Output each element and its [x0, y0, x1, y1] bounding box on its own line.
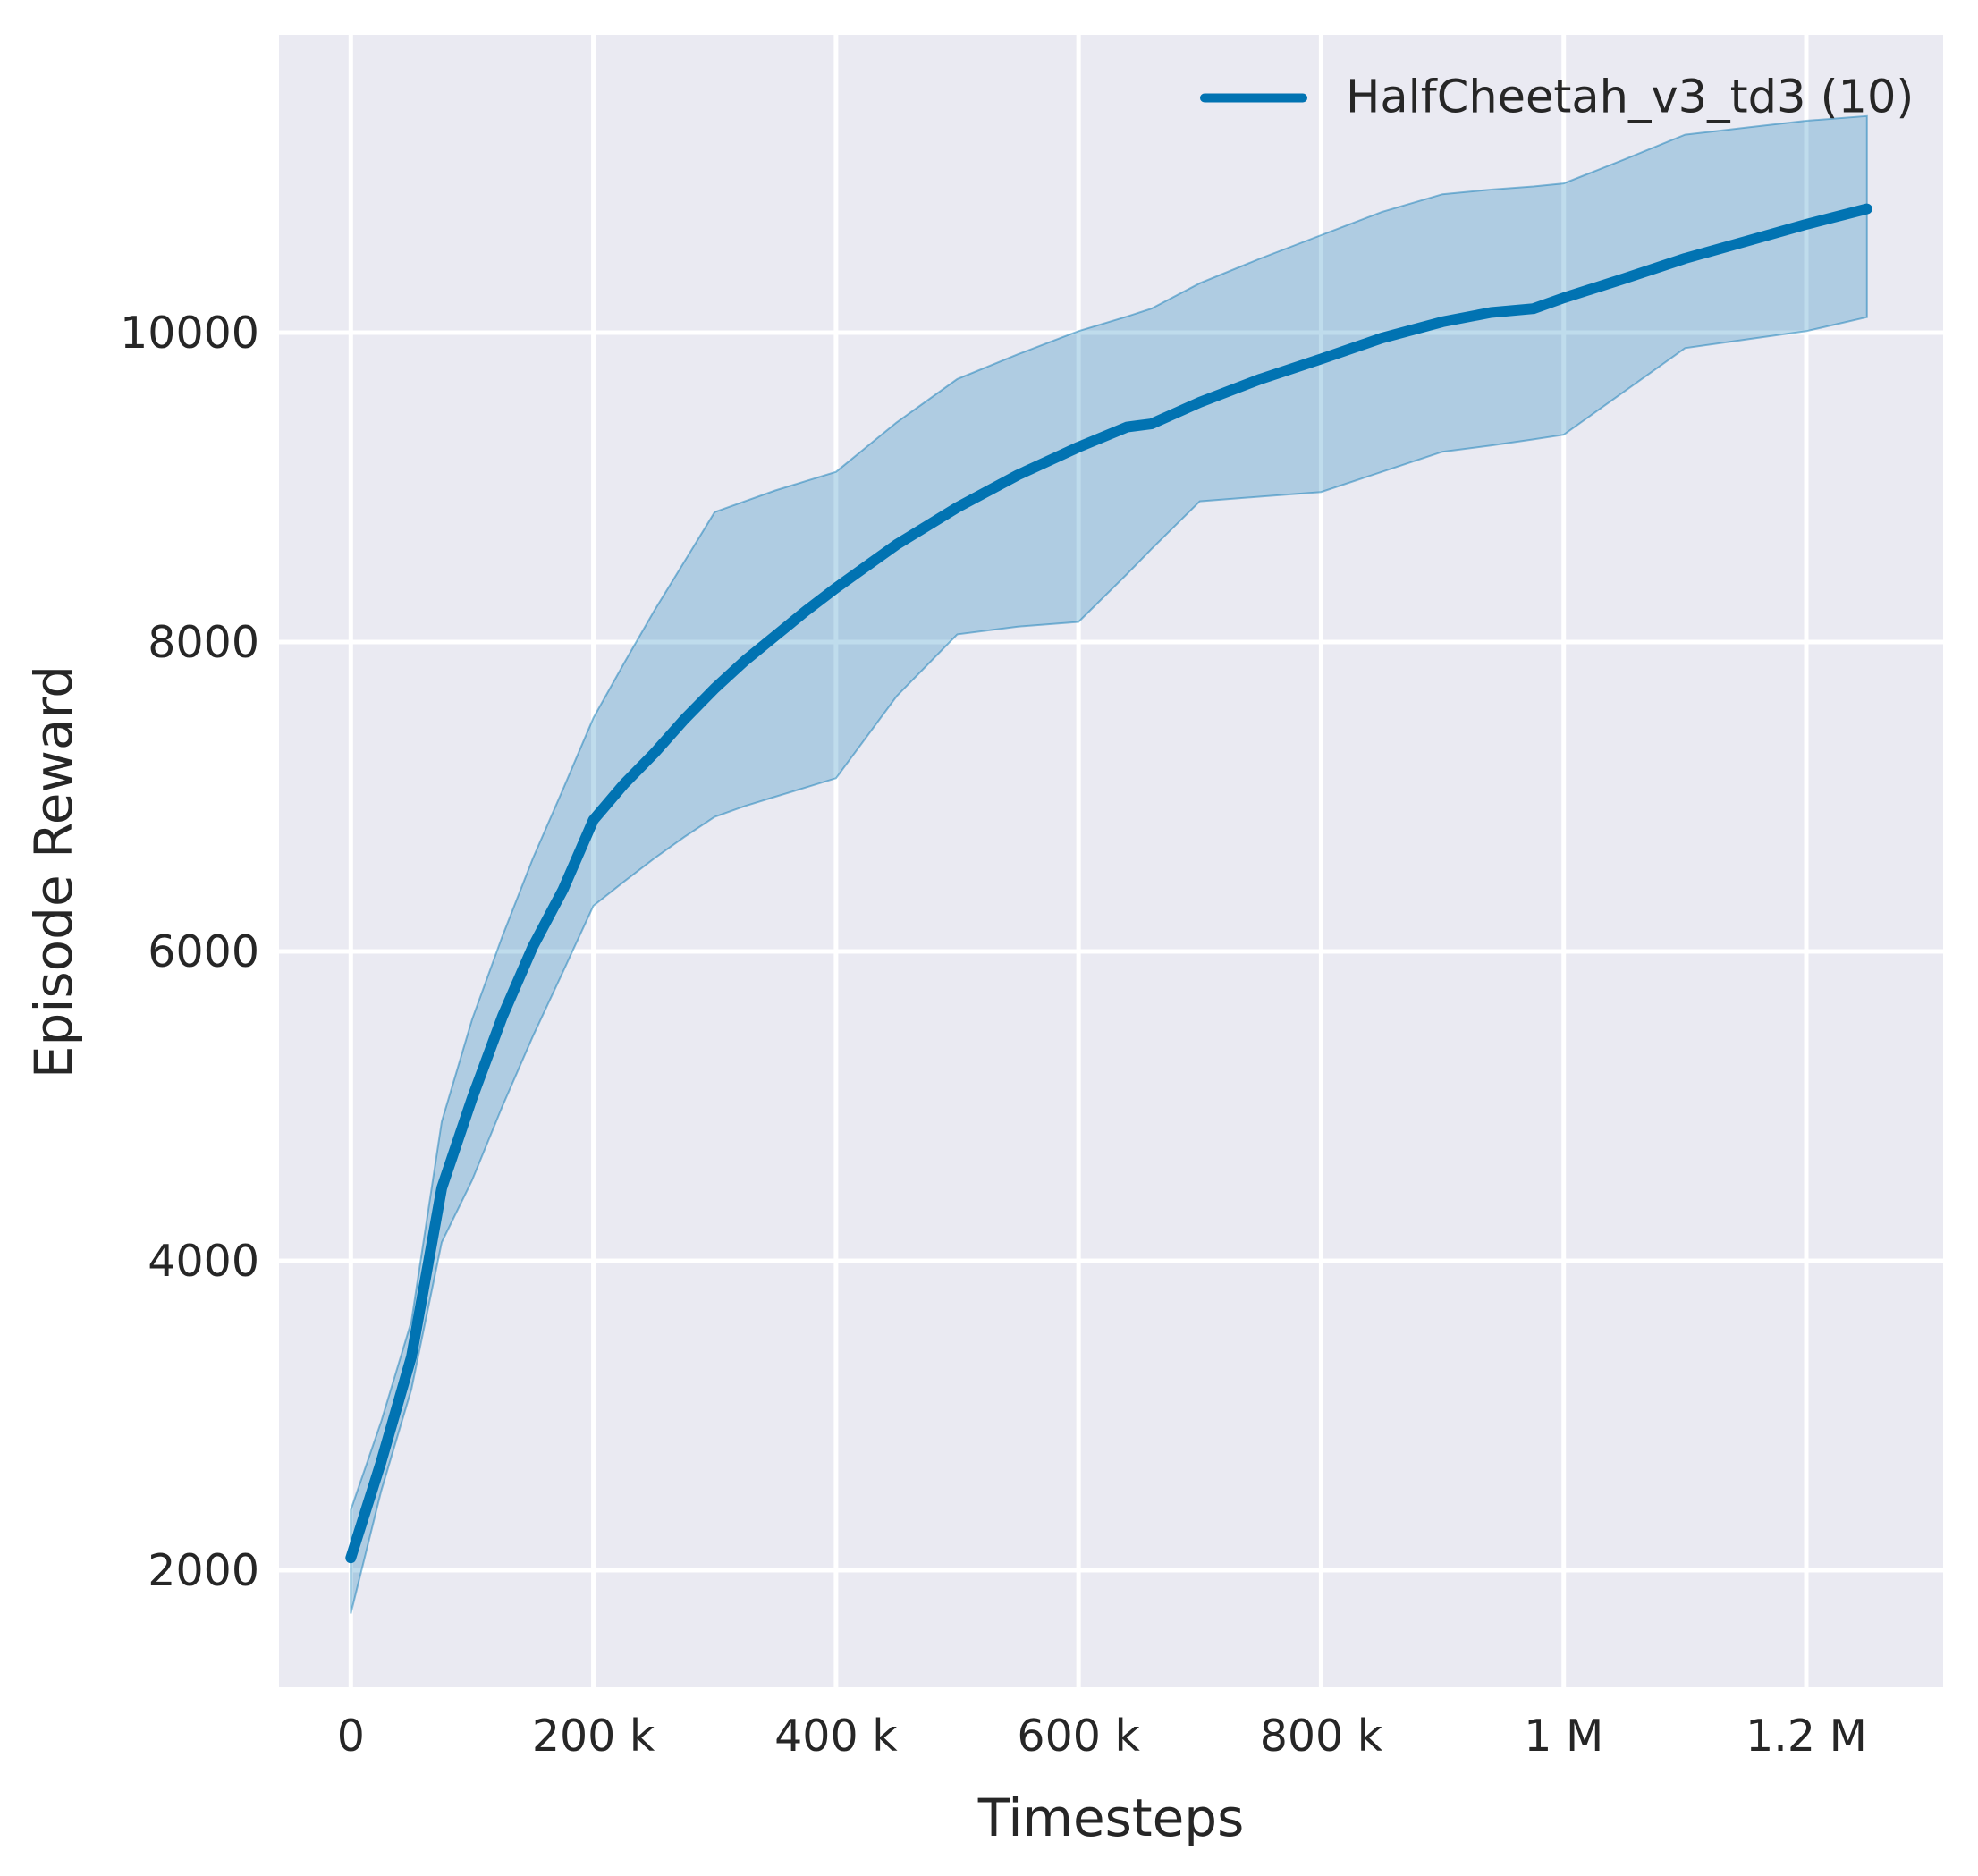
x-tick-label-6: 1.2 M — [1746, 1711, 1867, 1762]
x-tick-label-3: 600 k — [1017, 1711, 1140, 1762]
x-tick-label-5: 1 M — [1524, 1711, 1603, 1762]
series-line-0 — [345, 203, 1872, 1564]
y-axis-title: Episode Reward — [23, 664, 84, 1079]
confidence-band-0 — [350, 114, 1868, 1614]
x-tick-label-2: 400 k — [774, 1711, 898, 1762]
plot-background — [279, 35, 1943, 1687]
y-tick-label-4: 10000 — [120, 308, 259, 359]
x-axis-title: Timesteps — [977, 1787, 1245, 1848]
x-tick-label-1: 200 k — [532, 1711, 655, 1762]
y-tick-label-3: 8000 — [148, 617, 259, 668]
legend-label: HalfCheetah_v3_td3 (10) — [1346, 71, 1915, 124]
legend: HalfCheetah_v3_td3 (10) — [1200, 75, 1914, 121]
y-tick-label-1: 4000 — [148, 1236, 259, 1287]
x-tick-label-4: 800 k — [1260, 1711, 1383, 1762]
x-tick-label-0: 0 — [337, 1711, 365, 1762]
y-tick-label-0: 2000 — [148, 1545, 259, 1596]
y-tick-label-2: 6000 — [148, 926, 259, 977]
legend-line-swatch — [1200, 93, 1307, 102]
